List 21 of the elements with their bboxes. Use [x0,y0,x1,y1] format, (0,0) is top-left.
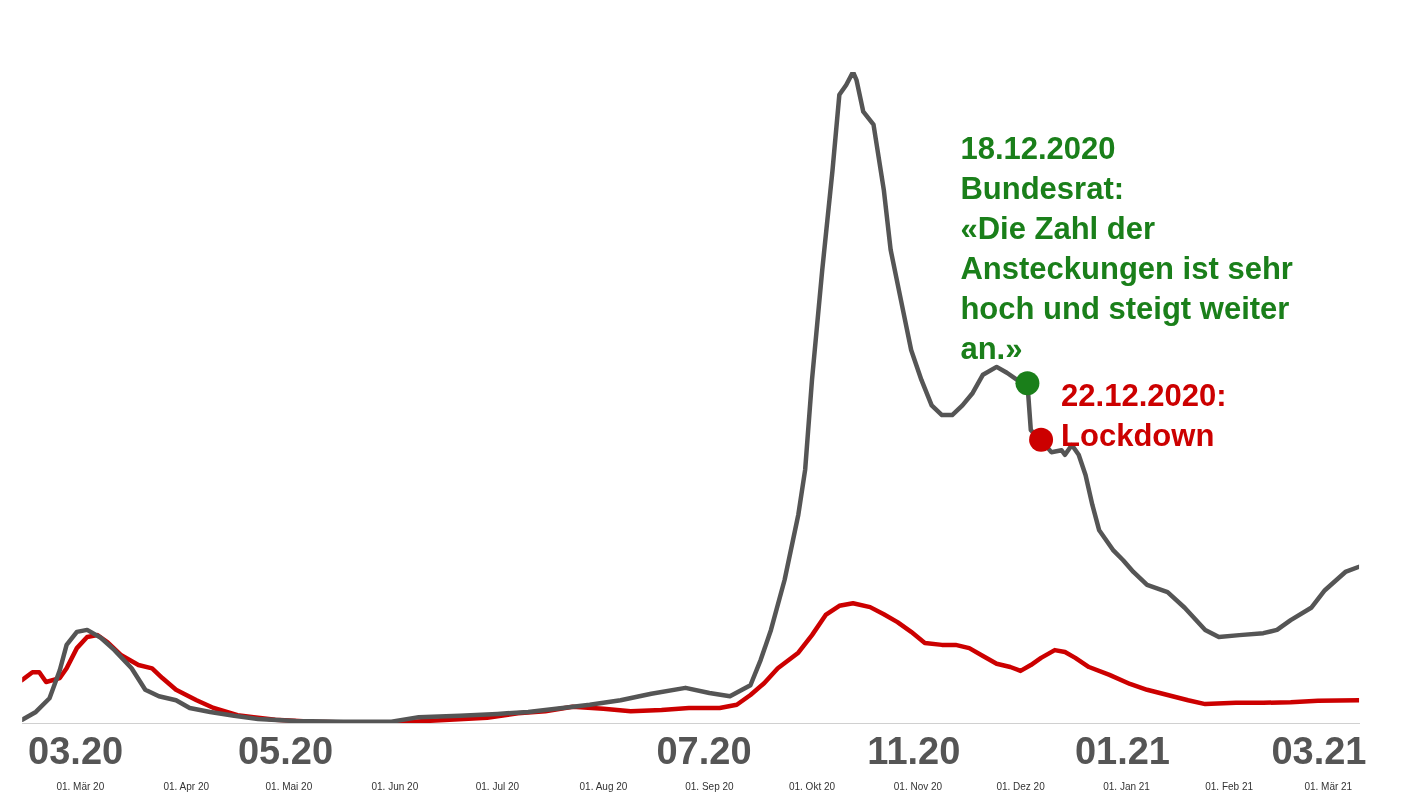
annotation: 22.12.2020: Lockdown [1061,377,1227,453]
x-tick-label: 01. Jan 21 [1103,780,1151,792]
x-tick-label: 01. Dez 20 [996,780,1046,792]
annotation: 18.12.2020 Bundesrat: «Die Zahl der Ansteckungen ist sehr hoch und steigt weiter an.» [960,131,1293,367]
x-tick-label: 01. Jul 20 [475,780,520,792]
x-tick-label: 01. Aug 20 [579,780,628,792]
text: 07.20 [656,730,752,773]
text: 03.21 [1271,730,1367,773]
x-tick-label: 01. Mär 21 [1304,780,1353,792]
x-tick-label: 01. Feb 21 [1205,780,1254,792]
text: 11.20 [867,730,961,773]
x-tick-label: 01. Mai 20 [265,780,313,792]
x-tick-label: 01. Nov 20 [893,780,943,792]
x-tick-label: 01. Jun 20 [371,780,419,792]
text: 01.21 [1074,730,1170,773]
x-tick-label: 01. Sep 20 [685,780,735,792]
text: 03.20 [28,730,124,773]
x-tick-label: 01. Mär 20 [56,780,105,792]
text: 05.20 [237,730,334,773]
x-tick-label: 01. Okt 20 [788,780,836,792]
x-tick-label: 01. Apr 20 [163,780,210,792]
